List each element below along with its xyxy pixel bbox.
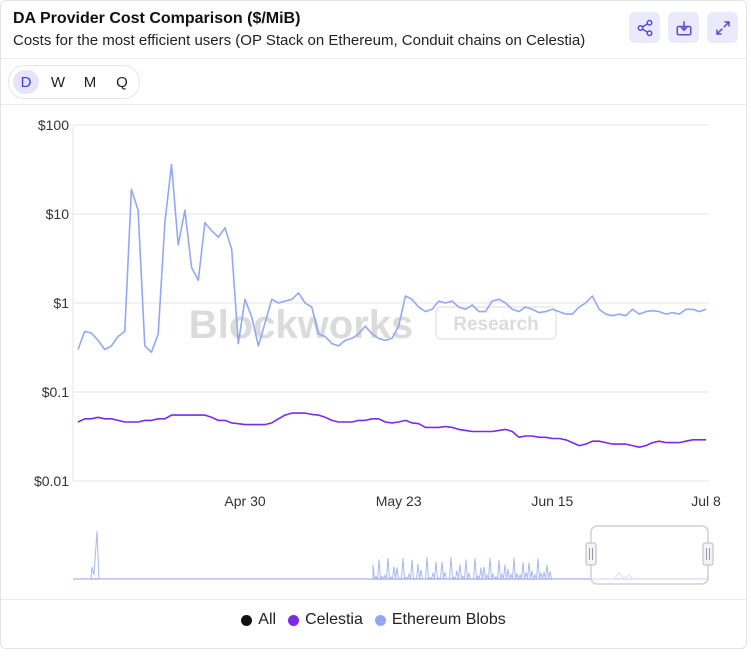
watermark-tag: Research (453, 314, 539, 335)
navigator-series (73, 530, 709, 581)
legend-label-all: All (258, 611, 277, 628)
x-tick-label: Jul 8 (691, 493, 721, 509)
legend-label-ethereum-blobs: Ethereum Blobs (391, 611, 506, 628)
chart-card: DA Provider Cost Comparison ($/MiB) Cost… (0, 0, 747, 649)
grid-lines (72, 124, 709, 482)
chart-title: DA Provider Cost Comparison ($/MiB) (13, 10, 301, 27)
legend-dot-celestia (288, 614, 300, 626)
series-line-celestia[interactable] (77, 412, 706, 449)
share-icon (637, 19, 652, 36)
legend-label-celestia: Celestia (305, 611, 363, 628)
header-divider (1, 58, 746, 59)
legend-item-ethereum-blobs[interactable]: Ethereum Blobs (374, 611, 506, 629)
range-navigator[interactable] (73, 525, 714, 585)
navigator-handle-right[interactable] (702, 542, 714, 566)
timeframe-week[interactable]: W (50, 73, 66, 91)
x-tick-label: May 23 (376, 493, 422, 509)
y-tick-label: $100 (38, 117, 69, 133)
legend-item-all[interactable]: All (241, 611, 276, 629)
expand-button[interactable] (707, 12, 738, 43)
legend-item-celestia[interactable]: Celestia (288, 611, 363, 629)
timeframe-selector: D W M Q (8, 65, 140, 99)
y-tick-label: $1 (53, 295, 69, 311)
legend-divider (1, 599, 746, 600)
download-button[interactable] (668, 12, 699, 43)
y-tick-label: $0.01 (34, 473, 69, 489)
timeframe-day[interactable]: D (13, 70, 39, 94)
legend-dot-ethereum-blobs (374, 614, 386, 626)
watermark: Blockworks Research (189, 303, 557, 347)
timeframe-month[interactable]: M (83, 73, 97, 91)
x-tick-label: Apr 30 (224, 493, 265, 509)
line-chart: Blockworks Research $100 $10 $1 $0.1 $0.01 A… (34, 117, 721, 585)
x-axis-labels: Apr 30 May 23 Jun 15 Jul 8 (224, 493, 721, 509)
series-line-ethereum-blobs[interactable] (77, 163, 707, 354)
y-axis-labels: $100 $10 $1 $0.1 $0.01 (34, 117, 69, 489)
legend-dot-all (241, 614, 253, 626)
watermark-badge (435, 306, 557, 340)
y-tick-label: $10 (46, 206, 70, 222)
navigator-window[interactable] (590, 525, 709, 585)
toolbar-divider (1, 104, 746, 105)
timeframe-quarter[interactable]: Q (116, 73, 128, 91)
share-button[interactable] (629, 12, 660, 43)
series-lines (77, 163, 707, 449)
watermark-brand: Blockworks (189, 303, 414, 347)
expand-icon (715, 20, 730, 35)
download-icon (676, 20, 691, 35)
chart-legend: All Celestia Ethereum Blobs (1, 611, 746, 629)
y-tick-label: $0.1 (42, 384, 69, 400)
navigator-handle-left[interactable] (585, 542, 597, 566)
chart-toolbar (629, 12, 738, 43)
x-tick-label: Jun 15 (531, 493, 573, 509)
